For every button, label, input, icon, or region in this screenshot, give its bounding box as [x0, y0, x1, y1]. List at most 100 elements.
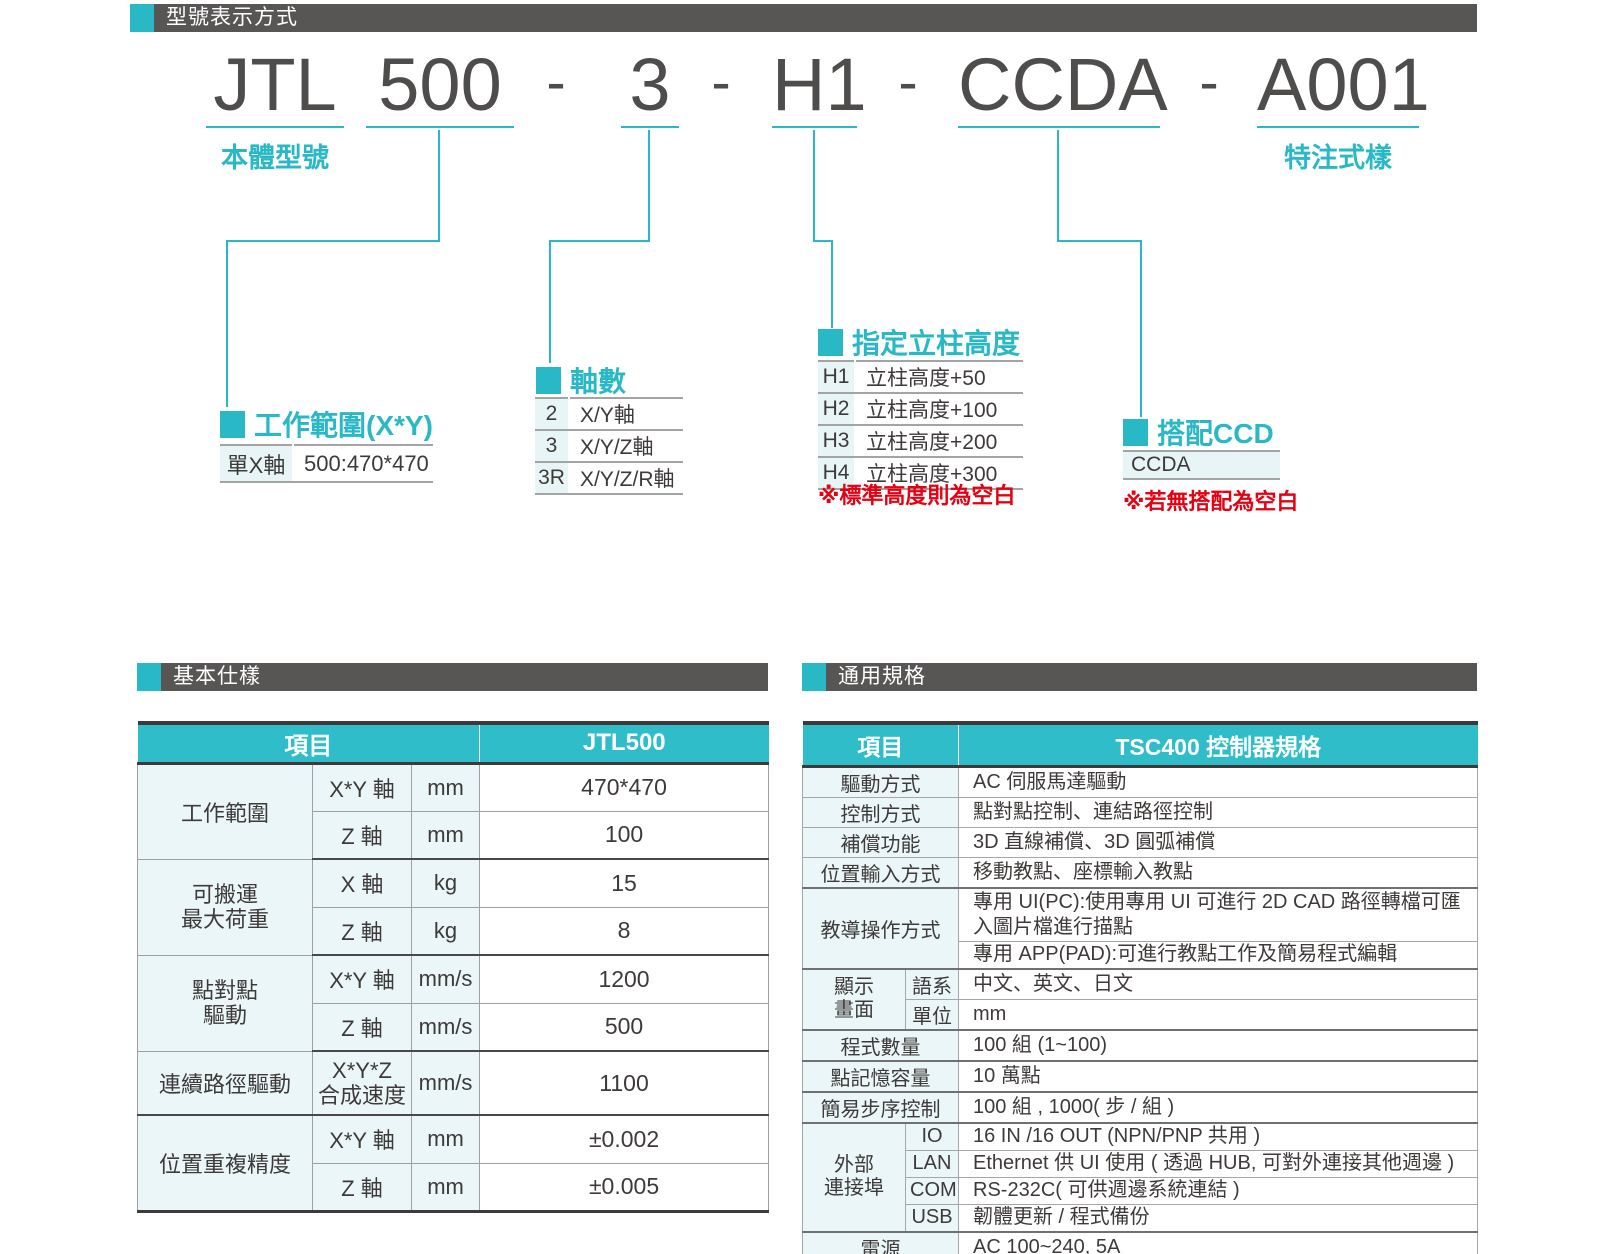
column-height-table: H1 立柱高度+50 H2 立柱高度+100 H3 立柱高度+200 H4 立柱…: [818, 360, 1023, 490]
height-desc: 立柱高度+200: [855, 424, 1023, 458]
table-row: 補償功能 3D 直線補償、3D 圓弧補償: [802, 827, 1478, 858]
unit-label: mm: [410, 1162, 481, 1212]
row-label: 程式數量: [802, 1029, 959, 1062]
unit-label: mm/s: [410, 1002, 481, 1052]
unit-label: kg: [410, 858, 481, 908]
sub-label: IO: [905, 1122, 959, 1151]
table-row: H1 立柱高度+50: [818, 360, 1023, 394]
table-row: H2 立柱高度+100: [818, 392, 1023, 426]
model-segment-special: A001: [1257, 43, 1430, 128]
table-row: 顯示 畫面 語系 中文、英文、日文: [802, 968, 1478, 1031]
model-dash: -: [711, 50, 731, 115]
table-row: 位置重複精度 X*Y 軸 mm ±0.002: [137, 1114, 770, 1212]
axis-label: X*Y 軸: [312, 762, 412, 812]
bullet-square-icon: [220, 410, 245, 438]
row-value: 中文、英文、日文: [958, 968, 1478, 1000]
connector-line: [813, 130, 815, 242]
table-row: CCDA: [1123, 450, 1280, 480]
row-value: AC 伺服馬達驅動: [958, 766, 1478, 798]
bullet-square-icon: [1123, 418, 1148, 446]
row-value: 3D 直線補償、3D 圓弧補償: [958, 827, 1478, 858]
col-header-model: JTL500: [479, 723, 769, 765]
row-label: 驅動方式: [802, 766, 959, 798]
row-value: 點對點控制、連結路徑控制: [958, 797, 1478, 828]
sub-label: USB: [905, 1203, 959, 1233]
row-value: 專用 UI(PC):使用專用 UI 可進行 2D CAD 路徑轉檔可匯入圖片檔進…: [958, 887, 1478, 942]
table-row: 點對點 驅動 X*Y 軸 mm/s 1200: [137, 954, 770, 1052]
axes-desc: X/Y/Z軸: [569, 429, 683, 463]
basic-spec-title: 基本仕樣: [173, 665, 261, 688]
model-segment-size: 500: [366, 46, 514, 128]
col-header-controller: TSC400 控制器規格: [958, 723, 1478, 768]
connector-line: [648, 130, 650, 242]
table-row: 3R X/Y/Z/R軸: [535, 461, 683, 495]
row-label: 控制方式: [802, 797, 959, 828]
ccd-title: 搭配CCD: [1157, 418, 1274, 449]
row-label: 點記憶容量: [802, 1060, 959, 1093]
model-segment-height: H1: [772, 43, 867, 128]
table-row: 外部 連接埠 IO 16 IN /16 OUT (NPN/PNP 共用 ): [802, 1122, 1478, 1233]
work-range-table: 單X軸 500:470*470: [220, 444, 433, 483]
table-row: LAN Ethernet 供 UI 使用 ( 透過 HUB, 可對外連接其他週邊…: [803, 1149, 1478, 1178]
row-label: 位置輸入方式: [802, 857, 959, 889]
spec-value: 1200: [479, 954, 770, 1004]
connector-line: [549, 240, 551, 363]
row-label: 顯示 畫面: [802, 968, 906, 1031]
table-row: 教導操作方式 專用 UI(PC):使用專用 UI 可進行 2D CAD 路徑轉檔…: [802, 887, 1478, 970]
table-row: H3 立柱高度+200: [818, 424, 1023, 458]
table-row: 連續路徑驅動 X*Y*Z 合成速度 mm/s 1100: [137, 1050, 770, 1116]
axis-label: Z 軸: [312, 810, 412, 860]
height-code: H4: [818, 456, 856, 490]
spec-value: ±0.002: [479, 1114, 770, 1164]
height-desc: 立柱高度+300: [855, 456, 1023, 490]
height-code: H2: [818, 392, 856, 426]
ccd-table: CCDA: [1123, 450, 1280, 480]
spec-value: 500: [479, 1002, 770, 1052]
connector-line: [813, 240, 833, 242]
table-row: Z 軸 kg 8: [138, 906, 770, 956]
unit-label: mm: [410, 1114, 481, 1164]
general-spec-bar: 通用規格: [802, 663, 1477, 691]
section-marker-icon: [137, 663, 161, 691]
model-segment-body: JTL: [206, 46, 344, 128]
connector-line: [226, 240, 440, 242]
ccd-heading: 搭配CCD: [1123, 412, 1274, 452]
model-dash: -: [898, 50, 918, 115]
table-row: 位置輸入方式 移動教點、座標輸入教點: [802, 857, 1478, 889]
axes-title: 軸數: [570, 366, 627, 397]
axes-table: 2 X/Y軸 3 X/Y/Z軸 3R X/Y/Z/R軸: [535, 397, 683, 495]
section-marker-icon: [130, 4, 154, 32]
height-code: H1: [818, 360, 856, 394]
group-label: 點對點 驅動: [137, 954, 313, 1052]
work-range-title: 工作範圍(X*Y): [254, 410, 433, 441]
spec-value: 8: [479, 906, 770, 956]
spec-value: 100: [479, 810, 770, 860]
table-row: 2 X/Y軸: [535, 397, 683, 431]
table-row: 電源 AC 100~240, 5A: [802, 1231, 1478, 1254]
table-row: COM RS-232C( 可供週邊系統連結 ): [803, 1176, 1478, 1205]
sub-label: LAN: [905, 1149, 959, 1178]
axis-label: Z 軸: [312, 1002, 412, 1052]
connector-line: [549, 240, 650, 242]
model-section-bar: 型號表示方式: [130, 4, 1477, 32]
work-range-value: 500:470*470: [293, 444, 433, 483]
table-row: H4 立柱高度+300: [818, 456, 1023, 490]
height-code: H3: [818, 424, 856, 458]
general-spec-title: 通用規格: [838, 665, 926, 688]
height-desc: 立柱高度+100: [855, 392, 1023, 426]
connector-line: [1057, 130, 1059, 242]
model-segment-ccd: CCDA: [958, 43, 1168, 128]
row-label: 外部 連接埠: [802, 1122, 906, 1233]
row-value: AC 100~240, 5A: [958, 1231, 1478, 1254]
axis-label: X*Y*Z 合成速度: [312, 1050, 412, 1116]
connector-line: [226, 240, 228, 407]
row-value: 韌體更新 / 程式備份: [958, 1203, 1478, 1233]
table-row: 單位 mm: [803, 998, 1478, 1031]
table-row: 可搬運 最大荷重 X 軸 kg 15: [137, 858, 770, 956]
group-label: 連續路徑驅動: [137, 1050, 313, 1116]
work-range-key: 單X軸: [220, 444, 294, 483]
row-label: 簡易步序控制: [802, 1091, 959, 1124]
table-row: 簡易步序控制 100 組 , 1000( 步 / 組 ): [802, 1091, 1478, 1124]
axis-label: Z 軸: [312, 1162, 412, 1212]
